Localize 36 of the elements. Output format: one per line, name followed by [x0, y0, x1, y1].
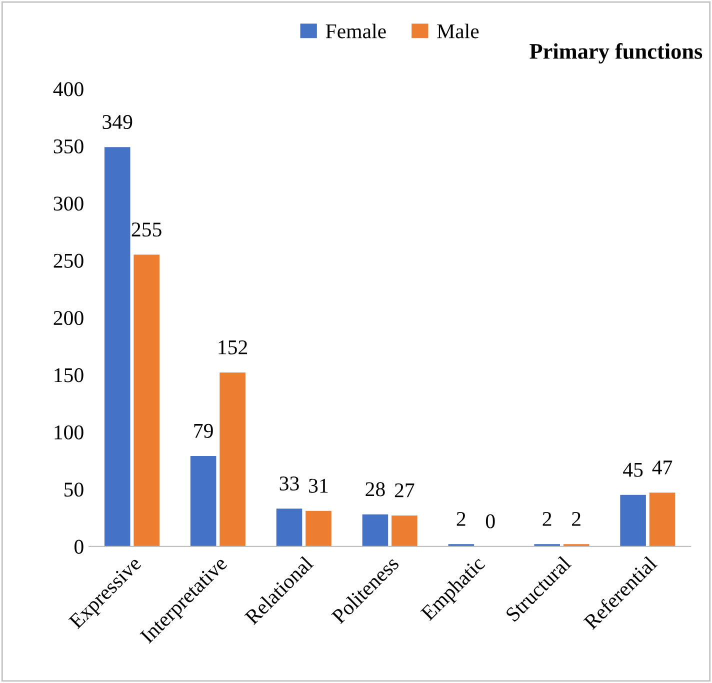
data-label: 349	[102, 115, 132, 130]
y-tick-label: 150	[54, 368, 84, 382]
y-tick-label: 250	[54, 254, 84, 268]
data-label: 33	[280, 476, 299, 491]
data-label: 2	[456, 512, 466, 526]
bar	[220, 372, 246, 546]
bar	[362, 514, 388, 546]
y-tick-label: 100	[54, 425, 84, 440]
bar	[620, 494, 646, 546]
data-label: 2	[572, 512, 580, 526]
data-label: 31	[309, 478, 328, 493]
data-label: 27	[394, 483, 414, 498]
y-tick-label: 200	[54, 310, 84, 326]
data-label: 255	[132, 222, 162, 237]
y-tick-label: 350	[54, 139, 84, 154]
legend-label: Male	[437, 24, 479, 38]
data-label: 2	[542, 512, 552, 526]
data-label: 45	[623, 462, 643, 477]
y-tick-label: 300	[54, 196, 84, 211]
bar	[134, 254, 160, 546]
bar	[649, 492, 676, 546]
chart-title: Primary functions	[530, 43, 702, 64]
y-tick-label: 50	[64, 482, 84, 497]
bar	[392, 516, 418, 546]
y-tick-label: 0	[74, 540, 84, 554]
data-label: 79	[194, 424, 213, 438]
bar	[104, 147, 130, 546]
legend-label: Female	[326, 24, 386, 38]
y-tick-label: 400	[53, 82, 84, 96]
data-label: 28	[366, 482, 385, 496]
data-label: 47	[652, 460, 672, 474]
data-label: 0	[486, 514, 495, 528]
bar	[276, 508, 302, 546]
bar	[306, 510, 332, 546]
bar	[190, 456, 216, 546]
data-label: 152	[218, 340, 248, 354]
